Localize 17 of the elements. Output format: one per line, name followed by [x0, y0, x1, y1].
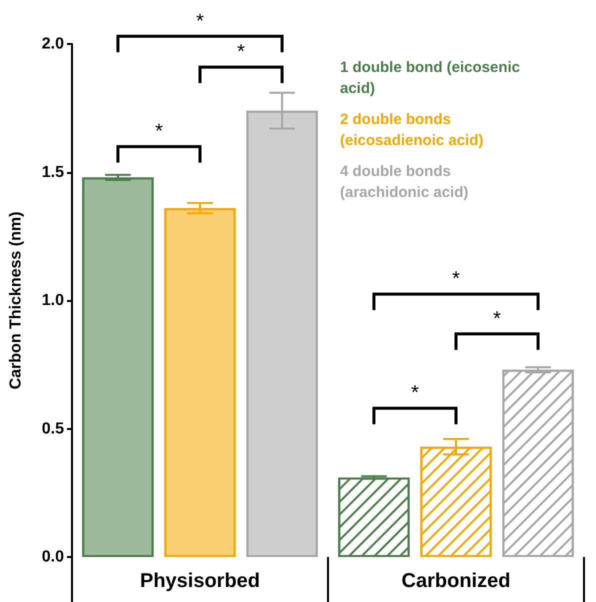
annotation: * [237, 41, 246, 64]
text: * [196, 10, 204, 32]
text: 1 double bond (eicosenic acid) [340, 59, 524, 97]
y-tick-label: 1.0 [42, 292, 64, 309]
x-tick-label: Carbonized [402, 570, 510, 592]
y-tick-label: 0.5 [42, 420, 64, 438]
text: 2 double bonds (eicosadienoic acid) [340, 111, 484, 149]
annotation: * [155, 120, 164, 143]
series-label: 4 double bonds (arachidonic acid) [340, 163, 468, 201]
annotation: * [411, 382, 420, 404]
y-tick-label: 0.0 [42, 548, 64, 566]
annotation: * [493, 308, 502, 330]
annotation: * [452, 268, 460, 290]
y-axis-title: Carbon Thickness (nm) [8, 212, 24, 390]
x-tick-label: Physisorbed [140, 570, 260, 592]
y-tick-label: 2.0 [42, 36, 64, 52]
y-tick-label: 1.5 [42, 164, 64, 181]
